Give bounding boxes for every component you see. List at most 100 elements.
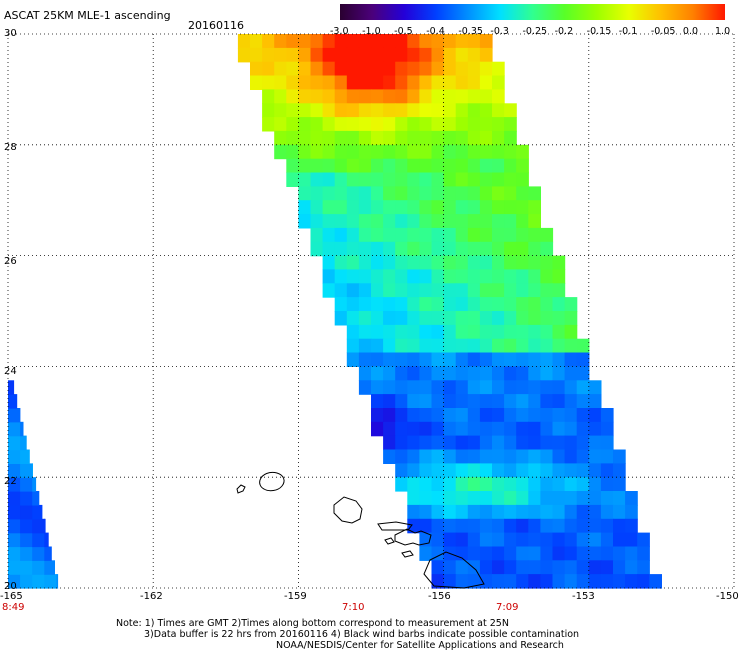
strip-cell: [8, 408, 21, 423]
swath-cell: [431, 532, 445, 548]
swath-cell: [516, 186, 529, 201]
swath-cell: [467, 408, 481, 423]
lon-label-165: -165: [0, 591, 23, 602]
swath-cell: [528, 463, 541, 478]
swath-cell: [516, 491, 529, 506]
swath-cell: [504, 338, 517, 354]
swath-cell: [552, 518, 566, 534]
swath-cell: [467, 89, 481, 104]
swath-cell: [431, 477, 445, 492]
swath-cell: [564, 380, 578, 395]
swath-cell: [358, 311, 372, 326]
swath-cell: [625, 574, 638, 589]
swath-cell: [467, 255, 481, 270]
swath-cell: [298, 61, 312, 77]
swath-cell: [383, 366, 396, 381]
strip-cell: [20, 421, 24, 437]
swath-cell: [455, 144, 469, 160]
swath-cell: [564, 504, 578, 520]
swath-cell: [310, 227, 324, 243]
swath-cell: [286, 172, 299, 187]
swath-cell: [455, 518, 469, 534]
swath-cell: [358, 241, 372, 257]
swath-cell: [540, 297, 554, 312]
time-label-right: 7:09: [496, 602, 519, 613]
swath-cell: [576, 560, 590, 575]
swath-cell: [455, 504, 469, 520]
swath-cell: [467, 546, 481, 561]
swath-cell: [395, 214, 408, 229]
swath-cell: [552, 574, 566, 589]
swath-cell: [455, 338, 469, 354]
swath-cell: [613, 491, 626, 506]
swath-cell: [407, 200, 420, 215]
swath-cell: [383, 144, 396, 160]
swath-cell: [455, 269, 469, 284]
swath-cell: [637, 532, 650, 548]
swath-cell: [455, 449, 469, 464]
swath-cell: [516, 283, 529, 298]
swath-cell: [431, 34, 445, 49]
swath-cell: [576, 408, 590, 423]
swath-cell: [455, 241, 469, 257]
swath-cell: [455, 491, 469, 506]
swath-cell: [371, 283, 384, 298]
strip-cell: [8, 574, 21, 589]
swath-cell: [371, 172, 384, 187]
swath-cell: [419, 144, 433, 160]
swath-cell: [407, 435, 420, 451]
swath-cell: [467, 241, 481, 257]
swath-cell: [540, 366, 554, 381]
swath-cell: [383, 89, 396, 104]
swath-cell: [383, 297, 396, 312]
swath-cell: [407, 408, 420, 423]
swath-cell: [649, 574, 662, 589]
swath-cell: [443, 89, 457, 104]
swath-cell: [492, 117, 505, 132]
swath-cell: [334, 311, 348, 326]
swath-cell: [479, 269, 493, 284]
swath-cell: [467, 269, 481, 284]
swath-cell: [383, 394, 396, 409]
swath-cell: [576, 380, 590, 395]
swath-cell: [346, 200, 360, 215]
swath-cell: [504, 158, 517, 174]
swath-cell: [431, 504, 445, 520]
swath-cell: [552, 421, 566, 437]
swath-cell: [431, 491, 445, 506]
swath-cell: [407, 34, 420, 49]
swath-cell: [467, 463, 481, 478]
swath-cell: [613, 532, 626, 548]
swath-cell: [528, 380, 541, 395]
swath-cell: [528, 574, 541, 589]
swath-cell: [358, 117, 372, 132]
swath-cell: [395, 380, 408, 395]
swath-cell: [431, 200, 445, 215]
swath-cell: [407, 117, 420, 132]
swath-cell: [431, 269, 445, 284]
swath-cell: [237, 34, 251, 49]
swath-cell: [358, 283, 372, 298]
swath-cell: [528, 394, 541, 409]
swath-cell: [395, 324, 408, 340]
swath-cell: [334, 103, 348, 118]
swath-cell: [443, 61, 457, 77]
swath-cell: [492, 130, 505, 146]
swath-cell: [371, 380, 384, 395]
swath-cell: [443, 560, 457, 575]
swath-cell: [358, 172, 372, 187]
swath-cell: [407, 89, 420, 104]
swath-cell: [407, 227, 420, 243]
swath-cell: [540, 477, 554, 492]
swath-cell: [552, 394, 566, 409]
swath-cell: [576, 504, 590, 520]
swath-cell: [286, 130, 299, 146]
swath-cell: [455, 47, 469, 63]
swath-cell: [395, 338, 408, 354]
swath-cell: [358, 214, 372, 229]
swath-cell: [492, 158, 505, 174]
swath-cell: [346, 144, 360, 160]
swath-cell: [431, 75, 445, 90]
swath-cell: [358, 47, 372, 63]
